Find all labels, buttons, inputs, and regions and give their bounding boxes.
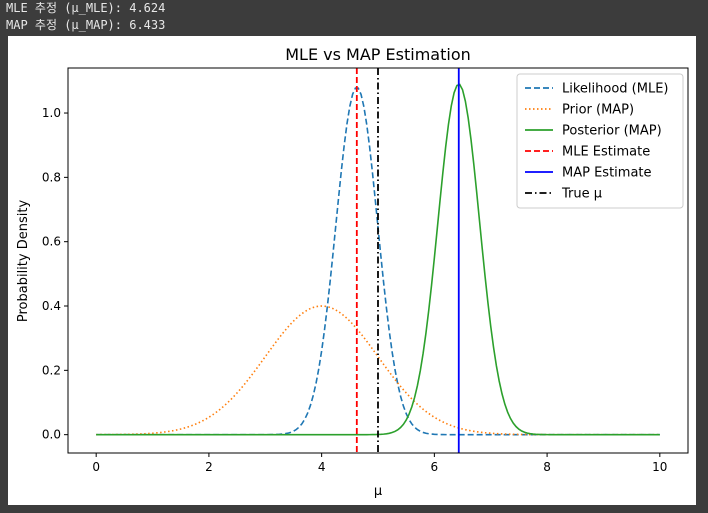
axes-frame: [67, 67, 689, 454]
y-ticks: 0.0 0.2 0.4 0.6 0.8 1.0: [42, 106, 68, 442]
console-line-mle: MLE 추정 (μ_MLE): 4.624: [6, 1, 166, 15]
chart-title: MLE vs MAP Estimation: [285, 45, 471, 64]
x-tick-label: 0: [92, 460, 100, 474]
legend-label-likelihood-mle: Likelihood (MLE): [562, 82, 669, 97]
vlines-layer: [355, 68, 460, 453]
legend-label-posterior-map: Posterior (MAP): [562, 124, 662, 139]
legend-label-prior-map: Prior (MAP): [562, 103, 634, 118]
y-tick-label: 0.4: [42, 299, 61, 313]
y-tick-label: 0.2: [42, 363, 61, 377]
console-output: MLE 추정 (μ_MLE): 4.624 MAP 추정 (μ_MAP): 6.4…: [6, 0, 165, 34]
x-tick-label: 8: [543, 460, 551, 474]
legend-label-true: True μ: [561, 187, 602, 202]
y-axis-label: Probability Density: [16, 200, 31, 323]
legend: Likelihood (MLE) Prior (MAP) Posterior (MA…: [516, 73, 684, 209]
x-tick-label: 4: [318, 460, 326, 474]
y-tick-label: 0.8: [42, 170, 61, 184]
legend-label-mle-estimate: MLE Estimate: [562, 145, 650, 160]
legend-box: [516, 73, 684, 209]
plot-panel: 0 2 4 6 8 10 0.0 0.2 0.4 0.6 0.8 1.0 MLE vs MAP Es…: [8, 36, 696, 505]
legend-label-map-estimate: MAP Estimate: [562, 166, 652, 181]
chart-svg: 0 2 4 6 8 10 0.0 0.2 0.4 0.6 0.8 1.0 MLE vs MAP Es…: [16, 45, 689, 499]
y-tick-label: 1.0: [42, 106, 61, 120]
x-ticks: 0 2 4 6 8 10: [92, 453, 667, 474]
x-tick-label: 10: [652, 460, 667, 474]
y-tick-label: 0.0: [42, 428, 61, 442]
x-tick-label: 6: [431, 460, 439, 474]
x-axis-label: μ: [374, 484, 382, 499]
x-tick-label: 2: [205, 460, 213, 474]
console-line-map: MAP 추정 (μ_MAP): 6.433: [6, 18, 166, 32]
y-tick-label: 0.6: [42, 235, 61, 249]
